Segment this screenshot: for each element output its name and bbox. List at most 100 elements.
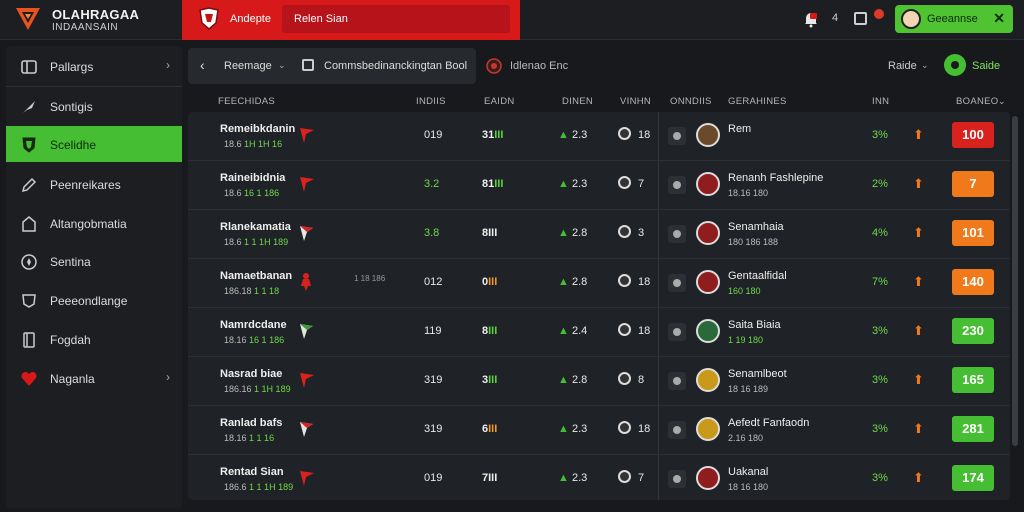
team-stats-primary: 18.16 [224, 433, 247, 443]
eaidn-main: 0 [482, 276, 489, 288]
window-icon[interactable] [854, 12, 867, 25]
team-stats: 18.16 16 1 186 [224, 335, 284, 345]
chevron-right-icon: › [166, 370, 170, 384]
match-icon[interactable] [668, 421, 686, 439]
opponent-name[interactable]: Gentaalfidal [728, 270, 787, 282]
team-name[interactable]: Raineibidnia [220, 172, 286, 184]
column-header[interactable]: INDIIS [416, 96, 446, 107]
back-arrow-icon[interactable]: ‹ [200, 57, 205, 73]
close-icon[interactable]: ✕ [993, 10, 1005, 26]
club-badge-icon [696, 172, 720, 196]
opponent-name[interactable]: Uakanal [728, 466, 769, 478]
score-badge[interactable]: 174 [952, 465, 994, 491]
column-header[interactable]: INN [872, 96, 890, 107]
match-icon[interactable] [668, 274, 686, 292]
opponent-name[interactable]: Saita Biaia [728, 319, 781, 331]
team-name[interactable]: Rentad Sian [220, 466, 284, 478]
table-row[interactable]: Raineibidnia 18.6 16 1 186 3.2 81III ▲ 2… [188, 162, 1010, 210]
sidebar-item-sentina[interactable]: Sentina [6, 243, 182, 279]
ball-icon [618, 421, 631, 434]
chevron-down-icon[interactable]: ⌄ [921, 60, 929, 70]
table-row[interactable]: Ranlad bafs 18.16 1 1 16 319 6III ▲ 2.3 … [188, 407, 1010, 455]
team-stats-secondary: 1 1H 189 [254, 384, 291, 394]
sidebar-item-label: Peenreikares [50, 178, 121, 192]
team-name[interactable]: Nasrad biae [220, 368, 283, 380]
opponent-name[interactable]: Senamlbeot [728, 368, 787, 380]
score-badge[interactable]: 281 [952, 416, 994, 442]
brand[interactable]: OLAHRAGAA INDAANSAIN [10, 4, 180, 36]
sidebar-item-scelidhe[interactable]: Scelidhe [6, 126, 182, 162]
sidebar-item-label: Fogdah [50, 333, 91, 347]
table-row[interactable]: Nasrad biae 186.16 1 1H 189 319 3III ▲ 2… [188, 358, 1010, 406]
opponent-name[interactable]: Senamhaia [728, 221, 784, 233]
table-row[interactable]: Namrdcdane 18.16 16 1 186 119 8III ▲ 2.4… [188, 309, 1010, 357]
opponent-name[interactable]: Aefedt Fanfaodn [728, 417, 810, 429]
user-button[interactable]: Geeannse ✕ [895, 5, 1013, 33]
match-icon[interactable] [668, 323, 686, 341]
team-name[interactable]: Rlanekamatia [220, 221, 291, 233]
column-header[interactable]: GERAHINES [728, 96, 787, 107]
column-header[interactable]: ONNDIIS [670, 96, 712, 107]
sidebar-item-peenreikares[interactable]: Peenreikares [6, 166, 182, 202]
match-icon[interactable] [668, 127, 686, 145]
score-badge[interactable]: 101 [952, 220, 994, 246]
notification-count: 4 [832, 12, 839, 24]
column-header[interactable]: EAIDN [484, 96, 515, 107]
sidebar-item-altangobmatia[interactable]: Altangobmatia [6, 205, 182, 241]
match-icon[interactable] [668, 372, 686, 390]
team-name[interactable]: Remeibkdanin [220, 123, 296, 135]
eaidn-bars: III [488, 423, 498, 435]
column-header[interactable]: FEECHIDAS [218, 96, 276, 107]
table-row[interactable]: Namaetbanan 186.18 1 1 18 1 18 186 012 0… [188, 260, 1010, 308]
table-row[interactable]: Rlanekamatia 18.6 1 1 1H 189 3.8 8III ▲ … [188, 211, 1010, 259]
sidebar-item-pallargs[interactable]: Pallargs › [6, 48, 182, 84]
thumb-up-icon[interactable]: ⬆ [913, 225, 924, 240]
scrollbar[interactable] [1012, 116, 1018, 446]
thumb-up-icon[interactable]: ⬆ [913, 176, 924, 191]
sort-dropdown[interactable]: Raide [888, 60, 917, 72]
thumb-up-icon[interactable]: ⬆ [913, 421, 924, 436]
thumb-up-icon[interactable]: ⬆ [913, 372, 924, 387]
thumb-up-icon[interactable]: ⬆ [913, 274, 924, 289]
chevron-down-icon[interactable]: ⌄ [278, 60, 286, 70]
score-badge[interactable]: 230 [952, 318, 994, 344]
live-label[interactable]: Saide [972, 60, 1001, 72]
thumb-up-icon[interactable]: ⬆ [913, 470, 924, 485]
team-name[interactable]: Namrdcdane [220, 319, 287, 331]
live-indicator-icon[interactable] [944, 54, 966, 76]
sidebar-item-fogdah[interactable]: Fogdah [6, 321, 182, 357]
column-header[interactable]: VINHN [620, 96, 652, 107]
promo-banner[interactable]: Andepte Relen Sian [182, 0, 520, 40]
score-badge[interactable]: 165 [952, 367, 994, 393]
league-label[interactable]: Idlenao Enc [510, 60, 569, 72]
score-badge[interactable]: 7 [952, 171, 994, 197]
sidebar-item-label: Sentina [50, 255, 91, 269]
match-icon[interactable] [668, 470, 686, 488]
back-label[interactable]: Reemage [224, 60, 272, 72]
section-label: Commsbedinanckingtan Bool [324, 60, 468, 72]
opponent-name[interactable]: Rem [728, 123, 752, 135]
score-badge[interactable]: 140 [952, 269, 994, 295]
team-name[interactable]: Ranlad bafs [220, 417, 283, 429]
score-badge[interactable]: 100 [952, 122, 994, 148]
eaidn-bars: III [494, 129, 504, 141]
team-name[interactable]: Namaetbanan [220, 270, 293, 282]
sidebar-item-sontigis[interactable]: Sontigis [6, 88, 182, 124]
bell-icon[interactable] [802, 10, 820, 28]
breadcrumb[interactable]: ‹ Reemage ⌄ Commsbedinanckingtan Bool [188, 48, 476, 84]
club-badge-icon [696, 417, 720, 441]
sidebar-item-peeeondlange[interactable]: Peeeondlange [6, 282, 182, 318]
match-icon[interactable] [668, 225, 686, 243]
banner-pill[interactable]: Relen Sian [282, 5, 510, 33]
opponent-name[interactable]: Renanh Fashlepine [728, 172, 824, 184]
thumb-up-icon[interactable]: ⬆ [913, 323, 924, 338]
column-header[interactable]: DINEN [562, 96, 594, 107]
column-header[interactable]: BOANEO [956, 96, 999, 107]
sort-caret-icon[interactable]: ⌄ [998, 96, 1006, 106]
sidebar-item-naganla[interactable]: Naganla › [6, 360, 182, 396]
table-row[interactable]: Rentad Sian 186.6 1 1 1H 189 019 7III ▲ … [188, 456, 1010, 500]
match-icon[interactable] [668, 176, 686, 194]
table-row[interactable]: Remeibkdanin 18.6 1H 1H 16 019 31III ▲ 2… [188, 113, 1010, 161]
team-stats: 18.6 1 1 1H 189 [224, 237, 288, 247]
thumb-up-icon[interactable]: ⬆ [913, 127, 924, 142]
